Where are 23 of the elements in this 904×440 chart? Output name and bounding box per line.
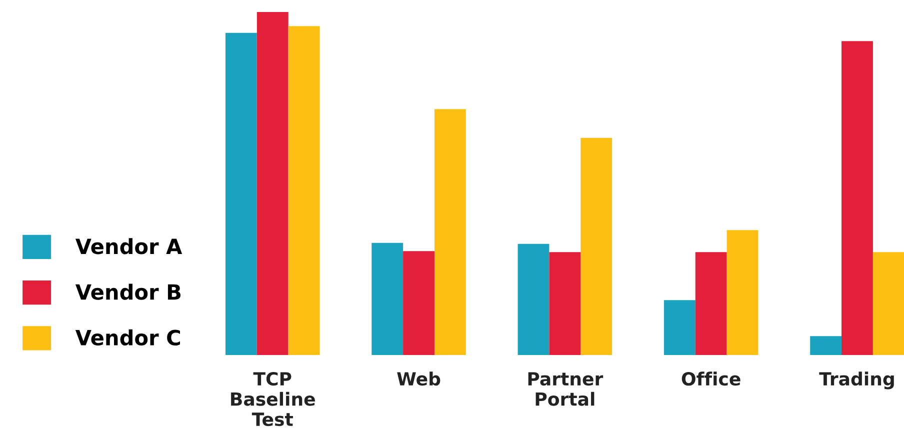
- x-tick-label: TCP Baseline Test: [231, 372, 315, 426]
- bar: [518, 244, 550, 355]
- x-tick-label: Office: [682, 372, 740, 386]
- legend-label: Vendor C: [75, 329, 180, 346]
- bar: [842, 41, 873, 355]
- bar: [549, 252, 581, 355]
- bar: [872, 252, 904, 355]
- bar: [256, 12, 288, 355]
- bar: [225, 32, 257, 355]
- bar: [810, 336, 842, 355]
- bar: [726, 230, 758, 355]
- bar: [372, 242, 404, 355]
- bar: [288, 26, 320, 355]
- x-tick-label: Partner Portal: [528, 372, 604, 406]
- legend-label: Vendor A: [75, 238, 182, 254]
- bar: [403, 251, 434, 355]
- x-tick-label: Web: [397, 372, 440, 386]
- bar: [695, 252, 727, 355]
- bar: [580, 138, 612, 355]
- x-tick-label: Trading: [819, 372, 894, 390]
- bar: [434, 109, 466, 355]
- bar: [664, 300, 696, 355]
- legend-label: Vendor B: [75, 284, 180, 300]
